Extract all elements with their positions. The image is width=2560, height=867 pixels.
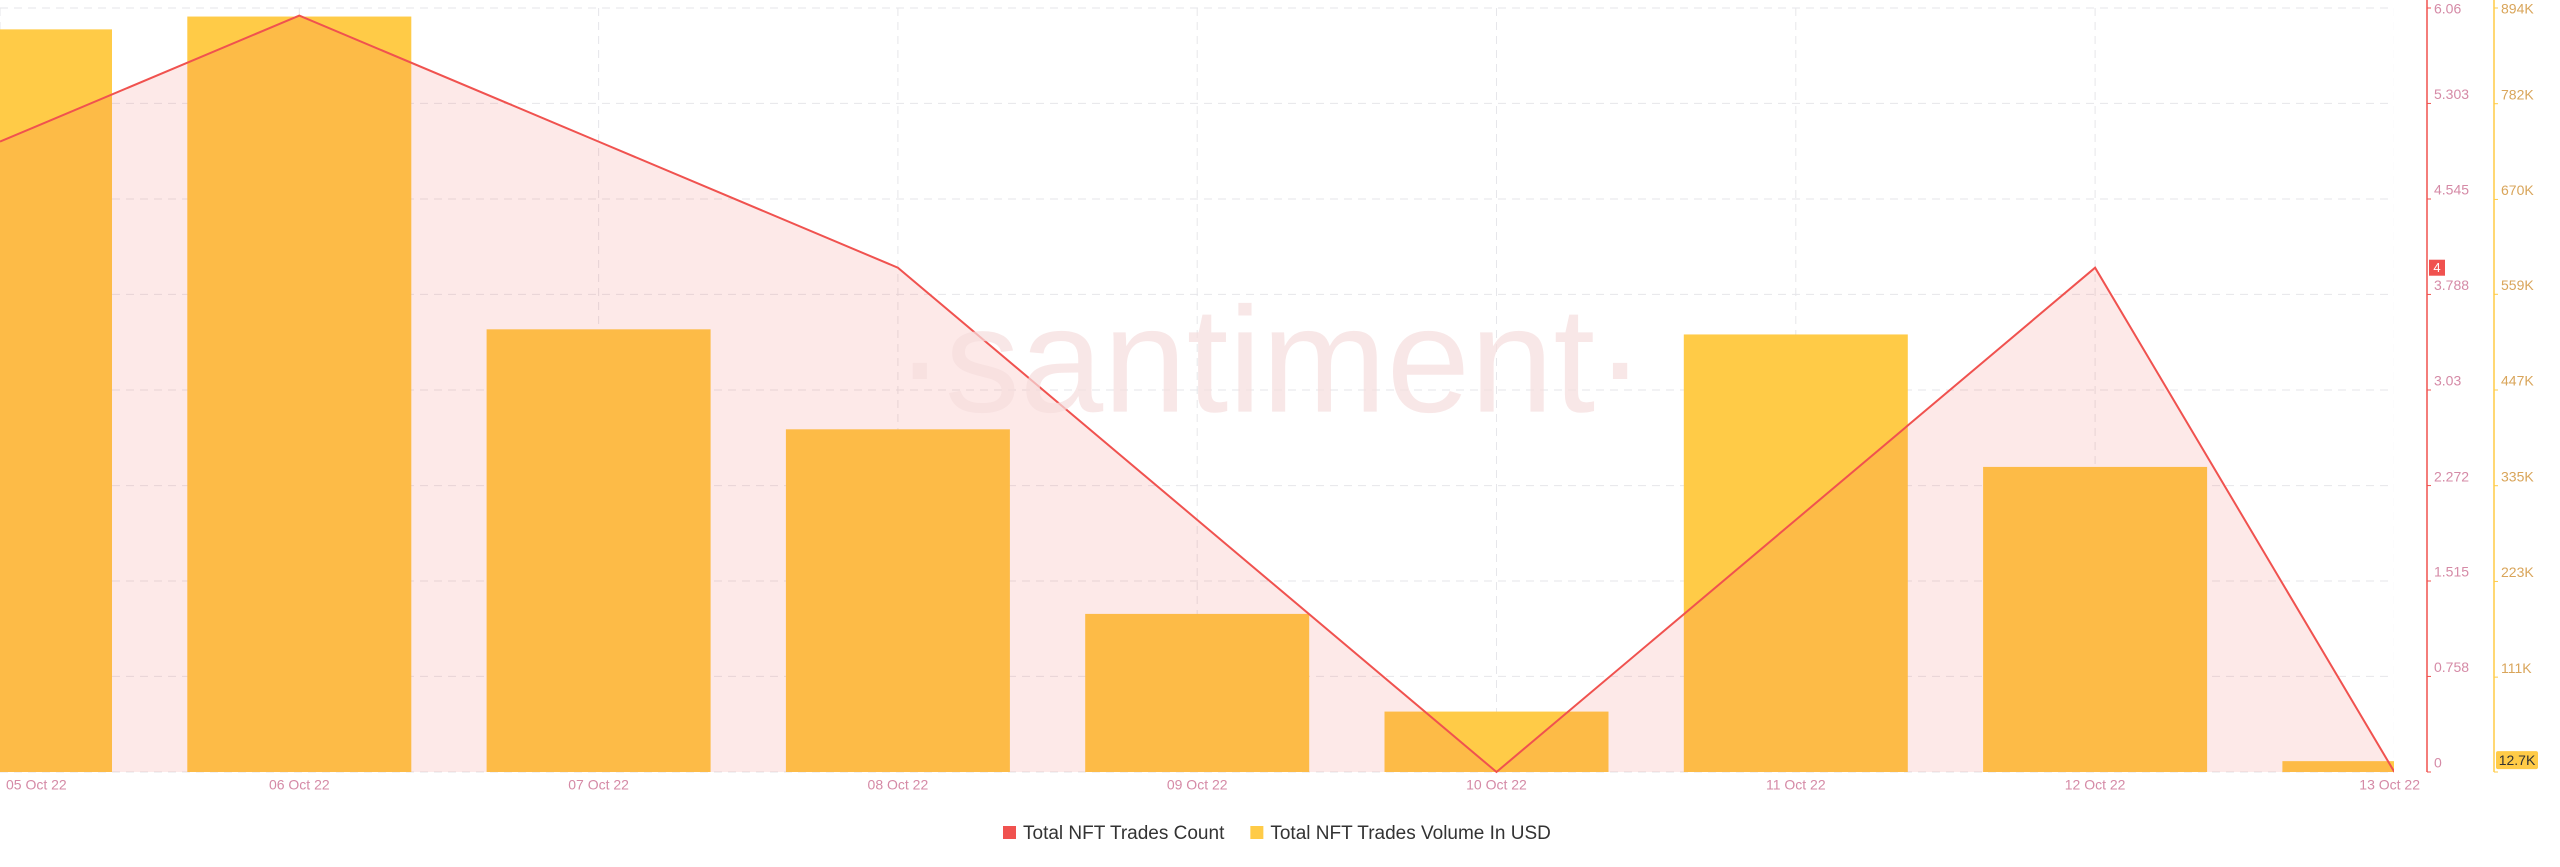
- bar: [1384, 711, 1609, 772]
- value-badge: [2496, 751, 2538, 770]
- x-tick-label: 13 Oct 22: [2359, 777, 2420, 793]
- x-tick-label: 08 Oct 22: [868, 777, 929, 793]
- y2-tick-label: 894K: [2501, 1, 2534, 17]
- y2-tick-label: 111K: [2501, 660, 2532, 676]
- y-tick-label: 3.03: [2434, 373, 2461, 389]
- bar: [2282, 761, 2394, 772]
- y2-tick-label: 782K: [2501, 86, 2534, 102]
- y-tick-label: 4.545: [2434, 182, 2469, 198]
- legend-swatch: [1250, 826, 1264, 839]
- bar: [1683, 334, 1908, 772]
- y2-tick-label: 223K: [2501, 564, 2534, 580]
- watermark: ·santiment·: [895, 276, 1645, 444]
- x-tick-label: 10 Oct 22: [1466, 777, 1527, 793]
- x-tick-label: 12 Oct 22: [2065, 777, 2126, 793]
- line: [0, 14, 2394, 774]
- y2-tick-label: 447K: [2501, 373, 2534, 389]
- y2-tick-label: 335K: [2501, 468, 2534, 484]
- legend-label: Total NFT Trades Volume In USD: [1270, 823, 1551, 844]
- y-tick-label: 3.788: [2434, 277, 2469, 293]
- area: [0, 15, 2394, 772]
- y-tick-label: 1.515: [2434, 564, 2469, 580]
- x-tick-label: 11 Oct 22: [1766, 777, 1826, 793]
- legend-swatch: [1003, 826, 1016, 839]
- bar: [0, 29, 112, 773]
- x-tick-label: 07 Oct 22: [568, 777, 629, 793]
- x-tick-label: 09 Oct 22: [1167, 777, 1228, 793]
- legend: Total NFT Trades Count Total NFT Trades V…: [1003, 823, 1551, 844]
- bar: [785, 429, 1010, 772]
- y-tick-label: 2.272: [2434, 468, 2469, 484]
- plot-area: [0, 7, 2394, 774]
- bar: [187, 16, 412, 773]
- y-tick-label: 0.758: [2434, 659, 2469, 675]
- value-label: 12.7K: [2499, 752, 2536, 768]
- y-tick-label: 5.303: [2434, 86, 2469, 102]
- y2-tick-label: 559K: [2501, 277, 2534, 293]
- y-tick-label: 6.06: [2434, 1, 2461, 17]
- x-tick-label: 06 Oct 22: [269, 777, 330, 793]
- y-marker-label: 4: [2433, 260, 2440, 275]
- y-tick-label: 0: [2434, 755, 2442, 771]
- bar: [1085, 613, 1310, 772]
- x-tick-label: 05 Oct 22: [6, 777, 67, 793]
- y2-tick-label: 670K: [2501, 182, 2534, 198]
- y-marker-badge: [2429, 259, 2445, 276]
- legend-label: Total NFT Trades Count: [1023, 823, 1225, 844]
- bar: [486, 329, 711, 772]
- bar: [1983, 466, 2208, 772]
